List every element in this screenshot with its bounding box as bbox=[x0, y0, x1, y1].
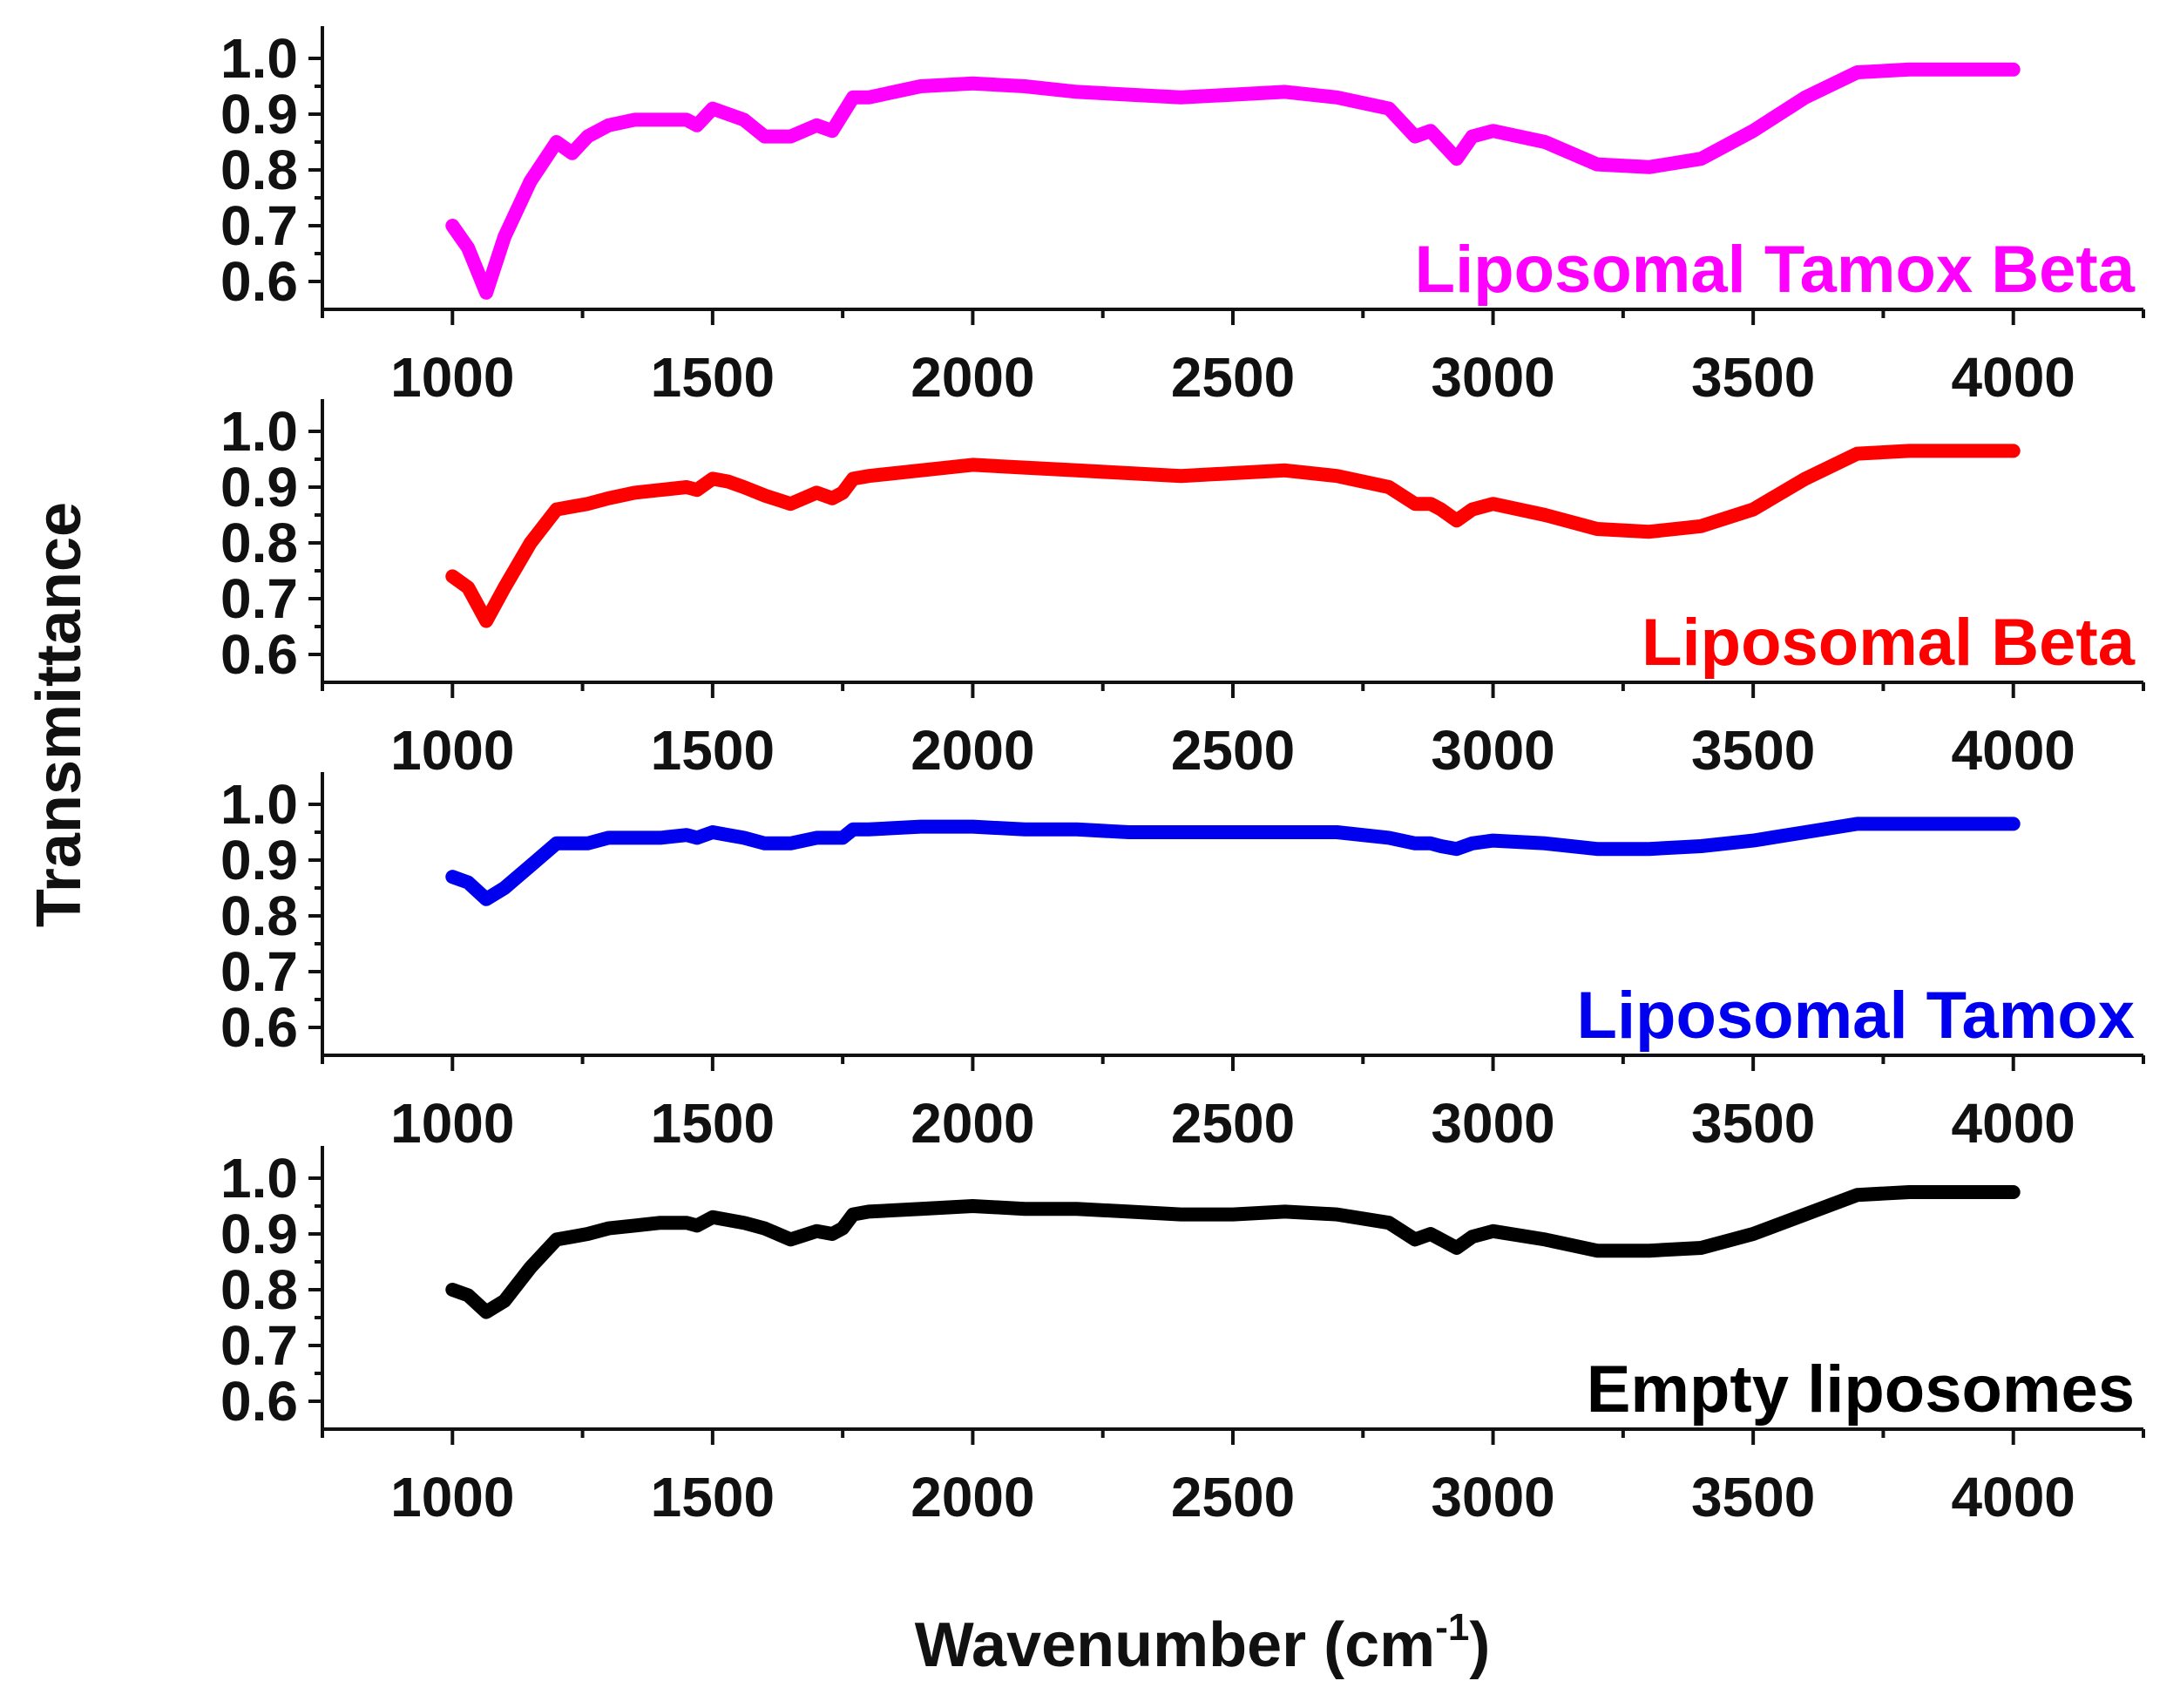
x-tick-label: 3500 bbox=[1691, 1466, 1815, 1528]
x-axis-title-close: ) bbox=[1469, 1610, 1490, 1680]
x-tick-label: 2500 bbox=[1171, 346, 1295, 409]
y-tick-label: 1.0 bbox=[220, 773, 298, 836]
y-tick-label: 0.6 bbox=[220, 250, 298, 313]
x-tick-label: 3000 bbox=[1431, 1466, 1554, 1528]
x-tick-label: 3500 bbox=[1691, 1092, 1815, 1155]
x-tick-label: 1500 bbox=[651, 719, 775, 782]
x-tick-label: 4000 bbox=[1952, 1466, 2075, 1528]
y-tick-label: 0.6 bbox=[220, 623, 298, 686]
series-line-liposomal-beta bbox=[445, 444, 2021, 628]
x-tick-label: 1500 bbox=[651, 1092, 775, 1155]
x-tick-label: 3000 bbox=[1431, 346, 1554, 409]
x-tick-label: 1500 bbox=[651, 1466, 775, 1528]
series-label-liposomal-beta: Liposomal Beta bbox=[1642, 606, 2136, 680]
y-tick-label: 0.7 bbox=[220, 567, 298, 630]
y-tick-label: 0.7 bbox=[220, 194, 298, 257]
x-tick-label: 2500 bbox=[1171, 1466, 1295, 1528]
y-tick-label: 0.8 bbox=[220, 1258, 298, 1321]
y-tick-label: 0.7 bbox=[220, 1314, 298, 1377]
y-tick-label: 0.7 bbox=[220, 940, 298, 1003]
series-label-empty-liposomes: Empty liposomes bbox=[1587, 1352, 2135, 1427]
y-tick-label: 1.0 bbox=[220, 400, 298, 463]
x-tick-label: 2000 bbox=[911, 719, 1034, 782]
x-tick-label: 3500 bbox=[1691, 719, 1815, 782]
series-label-liposomal-tamox-beta: Liposomal Tamox Beta bbox=[1415, 233, 2136, 307]
y-tick-label: 0.6 bbox=[220, 996, 298, 1059]
y-tick-label: 1.0 bbox=[220, 27, 298, 90]
y-tick-label: 0.8 bbox=[220, 512, 298, 574]
x-axis-title: Wavenumber (cm-1) bbox=[915, 1606, 1491, 1680]
panel-liposomal-tamox: 0.60.70.80.91.0 1000 1500 2000 2500 3000 3500 4… bbox=[220, 772, 2145, 1155]
y-tick-label: 0.6 bbox=[220, 1370, 298, 1433]
x-tick-label: 1000 bbox=[390, 346, 514, 409]
panel-empty-liposomes: 0.60.70.80.91.0 1000 1500 2000 2500 3000 3500 4… bbox=[220, 1146, 2145, 1528]
panel-liposomal-tamox-beta: 0.60.70.80.91.0 1000 1500 2000 2500 3000 3500 4… bbox=[220, 26, 2145, 409]
x-tick-label: 3000 bbox=[1431, 1092, 1554, 1155]
x-axis-title-text: Wavenumber (cm bbox=[915, 1610, 1435, 1680]
y-tick-label: 0.9 bbox=[220, 456, 298, 518]
series-line-liposomal-tamox-beta bbox=[445, 62, 2021, 300]
x-tick-label: 1500 bbox=[651, 346, 775, 409]
y-axis-title: Transmittance bbox=[24, 502, 94, 927]
x-tick-label: 1000 bbox=[390, 719, 514, 782]
series-line-liposomal-tamox bbox=[445, 817, 2021, 906]
x-axis-title-superscript: -1 bbox=[1435, 1606, 1469, 1649]
y-tick-label: 1.0 bbox=[220, 1147, 298, 1210]
y-tick-label: 0.9 bbox=[220, 829, 298, 891]
x-tick-label: 2000 bbox=[911, 1466, 1034, 1528]
x-tick-label: 1000 bbox=[390, 1092, 514, 1155]
x-tick-label: 3500 bbox=[1691, 346, 1815, 409]
x-tick-label: 2000 bbox=[911, 346, 1034, 409]
y-tick-label: 0.8 bbox=[220, 884, 298, 947]
x-tick-label: 4000 bbox=[1952, 346, 2075, 409]
x-tick-label: 2000 bbox=[911, 1092, 1034, 1155]
x-tick-label: 4000 bbox=[1952, 1092, 2075, 1155]
series-line-empty-liposomes bbox=[445, 1185, 2021, 1319]
x-tick-label: 3000 bbox=[1431, 719, 1554, 782]
x-tick-label: 1000 bbox=[390, 1466, 514, 1528]
series-label-liposomal-tamox: Liposomal Tamox bbox=[1577, 979, 2135, 1053]
x-tick-label: 2500 bbox=[1171, 1092, 1295, 1155]
x-tick-label: 2500 bbox=[1171, 719, 1295, 782]
y-tick-label: 0.9 bbox=[220, 1203, 298, 1265]
panel-liposomal-beta: 0.60.70.80.91.0 1000 1500 2000 2500 3000 3500 4… bbox=[220, 399, 2145, 782]
y-tick-label: 0.8 bbox=[220, 139, 298, 201]
y-tick-label: 0.9 bbox=[220, 83, 298, 146]
x-tick-label: 4000 bbox=[1952, 719, 2075, 782]
